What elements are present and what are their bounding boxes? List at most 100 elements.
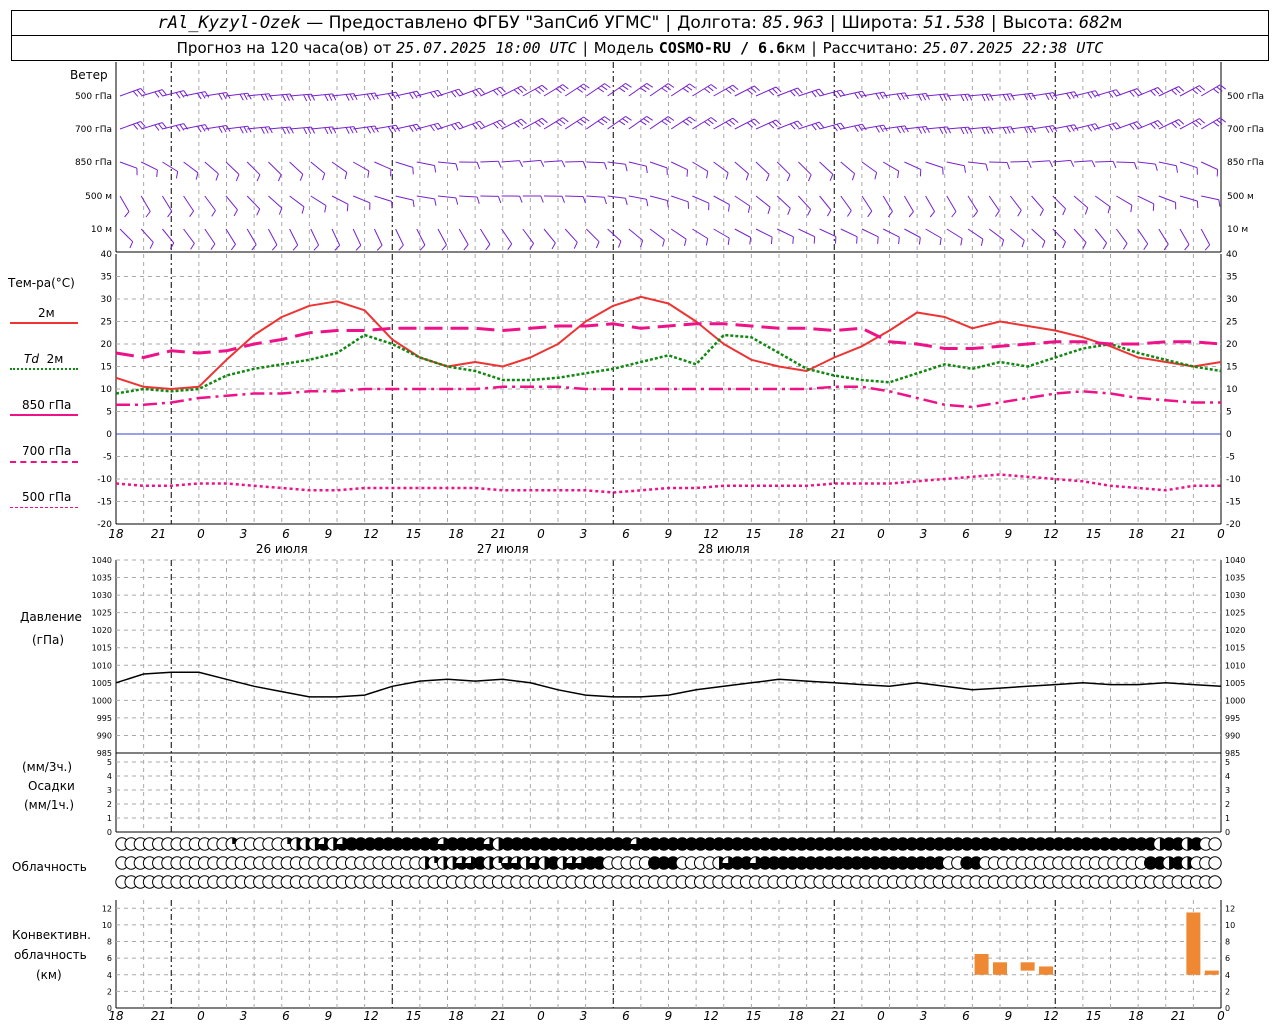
temp-ytick-right: 5	[1226, 408, 1232, 418]
conv-ytick-left: 8	[107, 938, 112, 947]
precip-ytick-left: 3	[107, 786, 112, 795]
wind-barb	[437, 88, 460, 97]
wind-barb-feather	[1102, 242, 1108, 250]
wind-barbs	[119, 82, 1227, 251]
cloud-fill	[1126, 837, 1139, 851]
wind-barb	[1116, 88, 1138, 97]
wind-barb	[649, 228, 665, 241]
temp-ytick-left: 35	[101, 273, 112, 283]
wind-barb-feather	[662, 239, 665, 247]
wind-barb-feather	[846, 210, 852, 217]
wind-barb	[352, 161, 370, 172]
wind-barb-feather	[640, 240, 644, 248]
cloud-fill	[896, 856, 909, 870]
wind-barb-feather	[260, 126, 273, 134]
series-line-3	[116, 385, 1221, 409]
wind-barb-feather	[705, 238, 709, 246]
series-line-2	[115, 322, 1222, 359]
pressure-unit: (гПа)	[32, 633, 65, 647]
wind-barb-feather	[792, 236, 794, 244]
wind-barb-feather	[725, 172, 729, 180]
wind-barb-feather	[582, 161, 587, 169]
wind-barb-feather	[345, 126, 358, 134]
wind-barb-feather	[960, 126, 973, 135]
wind-barb-feather	[256, 208, 261, 216]
conv-ytick-left: 2	[107, 987, 112, 996]
wind-barb-feather	[1171, 86, 1185, 96]
hour-tick-label: 3	[920, 527, 928, 541]
conv-bar	[1204, 970, 1219, 975]
wind-barb-feather	[1091, 160, 1096, 168]
cloud-fill	[602, 837, 615, 851]
wind-barb-feather	[301, 206, 305, 214]
wind-barb	[1158, 228, 1169, 245]
wind-barb	[1073, 160, 1093, 163]
wind-barb	[310, 228, 320, 246]
model-label: Модель	[593, 39, 654, 57]
cloud-fill	[1116, 837, 1130, 851]
wind-barb	[140, 228, 154, 243]
pressure-ytick-left: 1025	[92, 609, 112, 618]
cloud-fill	[510, 856, 524, 870]
wind-level-left: 500 м	[85, 192, 112, 202]
cloud-fill	[767, 837, 781, 851]
wind-barb	[692, 228, 708, 239]
wind-barb-feather	[513, 85, 527, 95]
pressure-ytick-right: 1020	[1225, 626, 1245, 635]
cloud-fill	[914, 837, 928, 851]
wind-barb	[925, 228, 942, 239]
hour-tick-label: 0	[537, 527, 545, 541]
wind-barb	[819, 195, 832, 211]
wind-barb	[861, 228, 879, 238]
wind-barb-feather	[278, 207, 283, 215]
temp-ytick-right: 10	[1226, 385, 1238, 395]
wind-barb-feather	[1082, 242, 1087, 249]
wind-barb	[1158, 161, 1177, 167]
wind-barb-feather	[897, 171, 900, 179]
pressure-ytick-left: 1000	[92, 696, 112, 705]
hour-tick-label: 15	[406, 527, 421, 541]
wind-barb-feather	[682, 116, 696, 126]
wind-barb	[607, 195, 626, 199]
wind-barb-feather	[334, 244, 341, 251]
wind-barb-feather	[765, 174, 770, 182]
wind-barb-feather	[917, 93, 930, 101]
wind-barb	[268, 161, 282, 175]
wind-barb	[119, 195, 130, 212]
wind-barb-feather	[189, 210, 195, 217]
hour-tick-label: 6	[622, 527, 630, 541]
wind-barb	[713, 84, 734, 97]
wind-barb	[204, 161, 219, 175]
cloud-fill	[1025, 837, 1038, 851]
wind-barb	[882, 195, 893, 212]
cloud-fill	[1071, 837, 1084, 851]
wind-barb-feather	[1175, 165, 1178, 173]
wind-barb	[819, 228, 837, 238]
hour-tick-label: 9	[1005, 527, 1013, 541]
wind-barb-feather	[324, 93, 337, 102]
wind-barb-feather	[519, 195, 523, 203]
wind-barb	[374, 195, 392, 202]
wind-barb	[649, 195, 668, 201]
cloud-fill	[620, 837, 634, 851]
cloud-fill	[565, 856, 579, 870]
cloud-fill	[813, 837, 827, 851]
wind-barb	[607, 228, 622, 242]
hour-tick-label: 9	[325, 527, 333, 541]
wind-barb-feather	[1133, 162, 1138, 170]
cloud-fill	[428, 837, 441, 851]
wind-barb	[798, 161, 812, 176]
wind-barb-feather	[789, 120, 803, 130]
precip-ytick-left: 5	[107, 758, 112, 767]
wind-barb-feather	[682, 83, 696, 93]
wind-barb	[1179, 228, 1190, 245]
wind-barb-feather	[1150, 120, 1164, 129]
pressure-ytick-right: 1015	[1225, 644, 1245, 653]
wind-barb	[374, 161, 392, 170]
cloud-fill	[905, 837, 919, 851]
cloud-fill	[694, 837, 707, 851]
wind-barb-feather	[555, 117, 569, 127]
wind-barb	[649, 116, 669, 130]
hour-tick-label-bottom: 12	[1043, 1009, 1058, 1023]
wind-barb	[586, 116, 605, 130]
